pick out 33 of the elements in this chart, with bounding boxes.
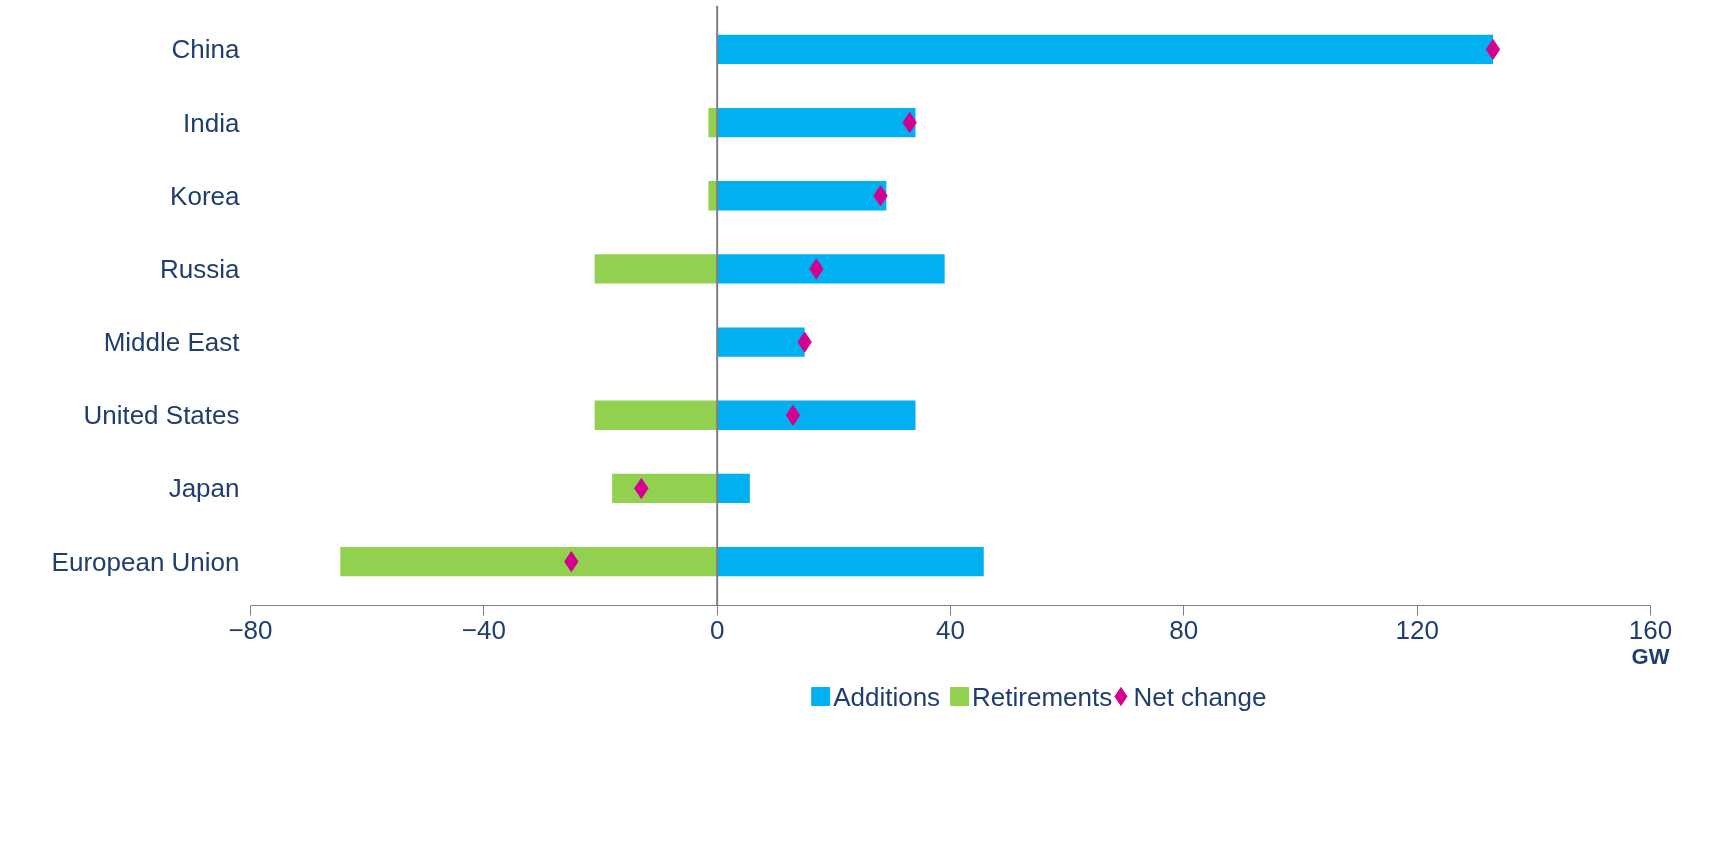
x-tick-label: 80 — [1169, 614, 1199, 645]
y-tick-label: Korea — [170, 180, 241, 211]
point — [785, 404, 801, 426]
bar — [717, 400, 916, 430]
legend-label: Additions — [833, 681, 941, 712]
bar — [717, 254, 945, 284]
bar — [612, 473, 718, 504]
x-tick-label: −80 — [228, 614, 273, 645]
bar — [717, 181, 887, 211]
y-tick-label: European Union — [51, 546, 240, 577]
bar — [717, 327, 805, 357]
bar — [717, 473, 750, 504]
x-tick-label: −40 — [461, 614, 506, 645]
y-tick-label: Russia — [160, 253, 241, 284]
y-tick-label: Japan — [168, 473, 240, 504]
y-tick-label: Middle East — [103, 327, 241, 358]
bar — [594, 254, 718, 284]
bar — [717, 546, 984, 577]
bar — [340, 546, 718, 577]
x-axis-title: GW — [1631, 643, 1670, 669]
x-tick-label: 0 — [709, 614, 725, 645]
x-tick-label: 120 — [1395, 614, 1439, 645]
x-tick-label: 40 — [936, 614, 965, 645]
x-tick-label: 160 — [1628, 614, 1673, 645]
bar — [594, 400, 718, 430]
y-tick-label: United States — [83, 400, 240, 431]
bar — [717, 34, 1493, 65]
y-tick-label: India — [183, 107, 241, 138]
legend-label: Retirements — [972, 681, 1113, 712]
legend-label: Net change — [1133, 681, 1267, 712]
point — [1485, 38, 1501, 60]
bar — [717, 107, 916, 138]
y-tick-label: China — [171, 34, 241, 65]
